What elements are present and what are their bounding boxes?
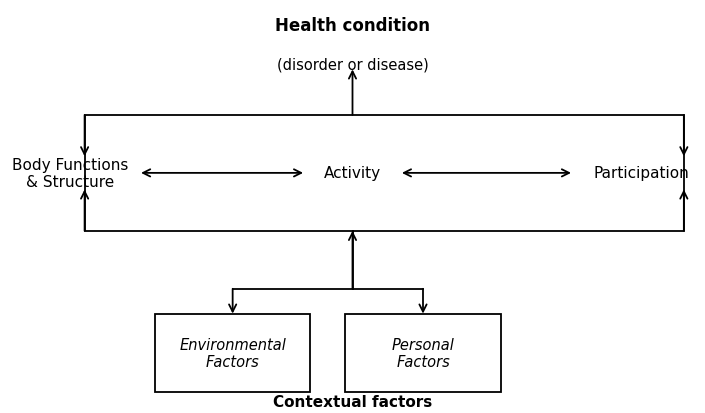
Bar xyxy=(345,314,501,392)
Bar xyxy=(85,116,684,231)
Text: Environmental
Factors: Environmental Factors xyxy=(179,337,286,369)
Text: Participation: Participation xyxy=(594,166,689,181)
Text: Body Functions
& Structure: Body Functions & Structure xyxy=(12,157,129,190)
Bar xyxy=(155,314,310,392)
Text: Contextual factors: Contextual factors xyxy=(273,394,432,409)
Text: Activity: Activity xyxy=(324,166,381,181)
Text: (disorder or disease): (disorder or disease) xyxy=(276,58,429,73)
Text: Personal
Factors: Personal Factors xyxy=(391,337,455,369)
Text: Health condition: Health condition xyxy=(275,17,430,34)
